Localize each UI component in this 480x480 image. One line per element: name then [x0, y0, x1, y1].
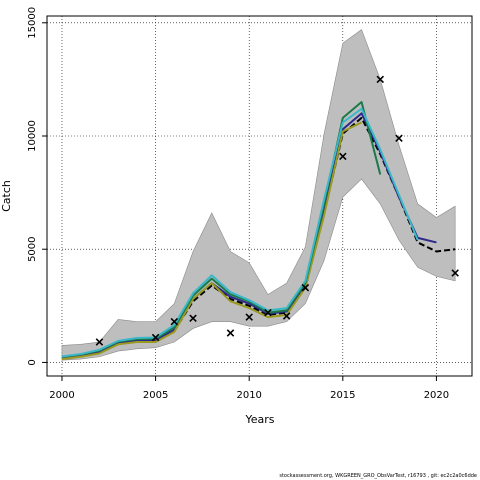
observation-marker [170, 317, 179, 326]
observation-marker [339, 152, 347, 161]
footer-provenance: stockassessment.org, WKGREEN_GRO_ObsVarT… [279, 473, 477, 479]
x-tick-label: 2000 [49, 390, 74, 401]
observation-marker [189, 314, 197, 323]
x-tick-label: 2005 [143, 390, 168, 401]
observation-marker [282, 312, 291, 320]
series-line-3 [61, 121, 362, 361]
y-tick-label: 5000 [27, 236, 38, 261]
observation-marker [245, 313, 253, 321]
y-tick-label: 10000 [27, 120, 38, 152]
observation-marker [151, 333, 160, 342]
series-lines [61, 101, 456, 361]
y-axis-ticks: 0 5000 10000 15000 [27, 7, 47, 366]
x-tick-label: 2010 [236, 390, 261, 401]
observation-marker [376, 75, 385, 84]
series-line-5 [61, 107, 419, 358]
observation-marker [395, 134, 403, 143]
observation-marker [95, 338, 104, 346]
y-tick-label: 15000 [27, 7, 38, 39]
plot-frame [46, 15, 473, 377]
y-tick-label: 0 [27, 359, 38, 365]
x-axis-title: Years [244, 413, 274, 426]
observation-marker [264, 308, 272, 317]
x-tick-label: 2015 [330, 390, 355, 401]
observation-marker [301, 283, 310, 292]
x-tick-label: 2020 [424, 390, 449, 401]
y-axis-title: Catch [0, 180, 13, 212]
observation-markers [95, 75, 459, 346]
observation-marker [451, 269, 459, 277]
observation-marker [226, 329, 235, 337]
x-axis-ticks: 2000 2005 2010 2015 2020 [49, 376, 449, 401]
